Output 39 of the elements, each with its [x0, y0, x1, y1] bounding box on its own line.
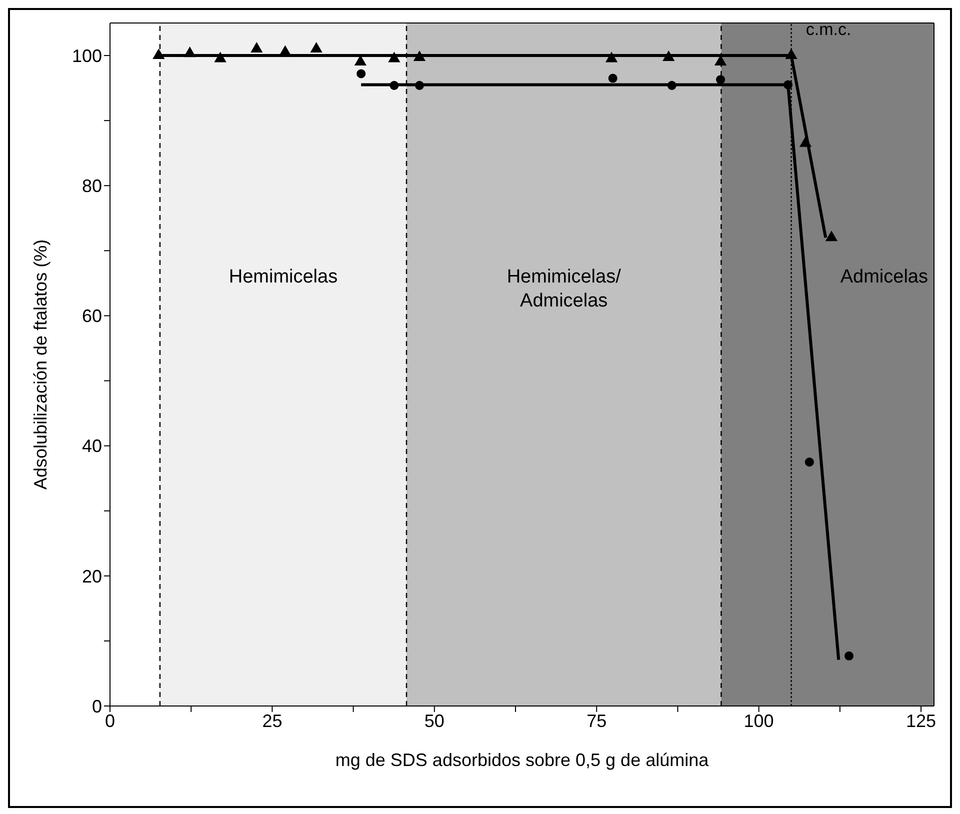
point: [413, 50, 426, 61]
point: [152, 48, 165, 60]
y-tick-label: 60: [82, 306, 102, 326]
y-axis-title: Adsolubilización de ftalatos (%): [30, 239, 50, 490]
point: [667, 80, 676, 90]
point: [310, 42, 322, 53]
band-label: Admicelas: [840, 266, 928, 288]
y-tick-label: 80: [82, 176, 102, 196]
x-tick-label: 50: [424, 710, 444, 731]
x-tick-label: 25: [262, 710, 282, 731]
ref-line-label: c.m.c.: [806, 20, 852, 40]
point: [388, 52, 400, 62]
y-tick-label: 0: [92, 696, 102, 716]
point: [804, 458, 814, 467]
x-axis-title: mg de SDS adsorbidos sobre 0,5 g de alúmina: [335, 750, 710, 770]
point: [716, 75, 726, 84]
point: [414, 80, 424, 90]
point: [605, 52, 618, 62]
band-label: Hemimicelas/ Admicelas: [506, 266, 622, 312]
y-tick-label: 100: [72, 46, 102, 66]
point: [356, 69, 366, 78]
y-tick-label: 20: [82, 566, 102, 586]
point: [608, 74, 618, 83]
x-tick-label: 75: [586, 710, 607, 731]
x-tick-label: 125: [906, 710, 936, 731]
point: [184, 46, 196, 58]
x-tick-label: 100: [744, 710, 774, 731]
point: [844, 651, 854, 660]
point: [662, 50, 675, 61]
point: [214, 52, 226, 62]
point: [825, 230, 838, 242]
y-tick-label: 40: [82, 436, 102, 456]
band-label: Hemimicelas: [228, 266, 338, 288]
point: [785, 48, 798, 60]
point: [250, 42, 263, 53]
point: [784, 80, 793, 90]
point: [390, 80, 399, 90]
point: [799, 136, 812, 147]
x-tick-label: 0: [104, 710, 116, 731]
